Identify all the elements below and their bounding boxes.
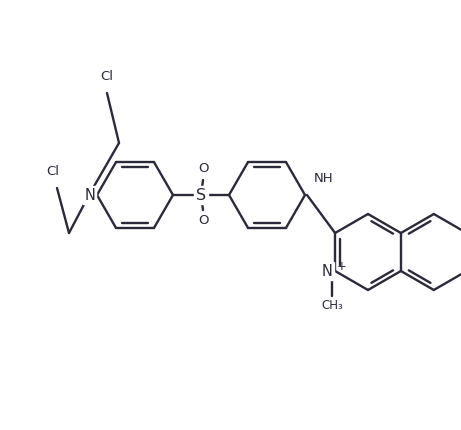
Text: S: S bbox=[196, 187, 206, 203]
Text: NH: NH bbox=[314, 172, 334, 185]
Text: N: N bbox=[321, 264, 332, 279]
Text: CH₃: CH₃ bbox=[321, 299, 343, 312]
Text: Cl: Cl bbox=[100, 70, 113, 83]
Text: O: O bbox=[198, 215, 208, 227]
Text: O: O bbox=[198, 163, 208, 175]
Text: Cl: Cl bbox=[47, 165, 59, 178]
Text: +: + bbox=[337, 261, 347, 273]
Text: N: N bbox=[84, 187, 95, 203]
